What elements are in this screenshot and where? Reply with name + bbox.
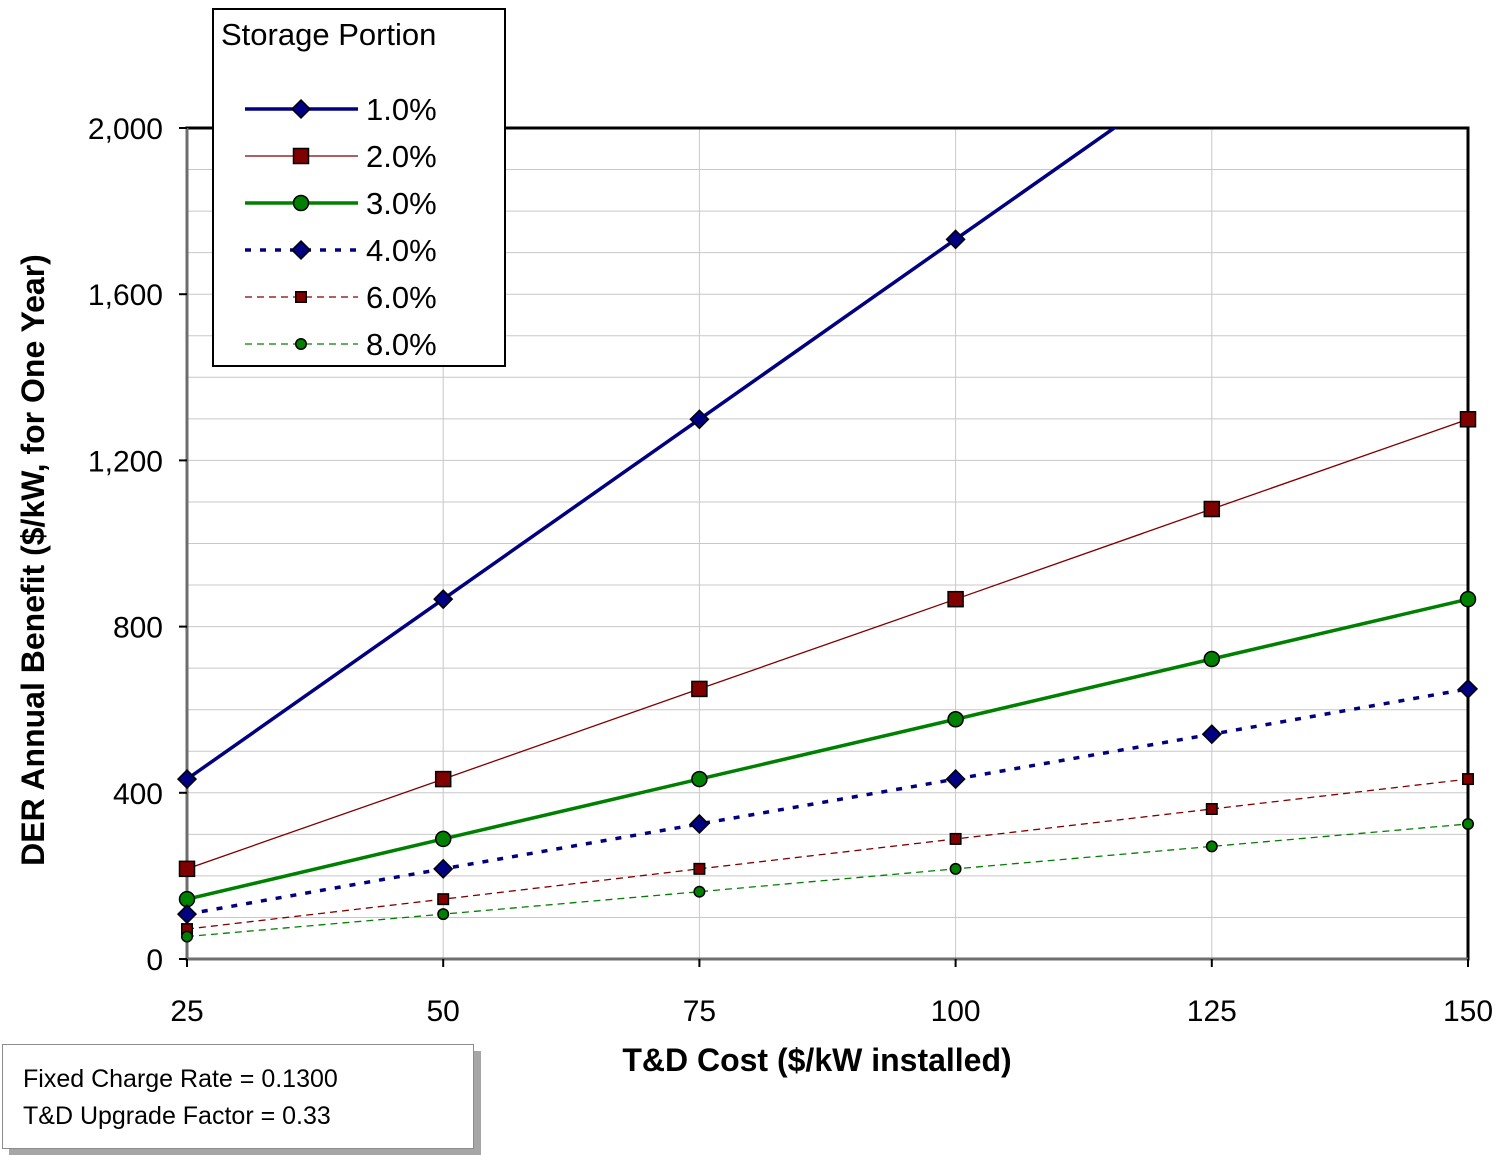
legend-marker (295, 291, 307, 303)
data-point (433, 589, 454, 610)
data-point (689, 409, 710, 430)
data-point (947, 590, 964, 608)
legend-entries: 1.0% 2.0% 3.0% 4.0% 6.0% 8.0% (245, 92, 437, 362)
x-tick-label: 50 (427, 995, 460, 1028)
data-point (1201, 724, 1222, 745)
data-point (693, 862, 706, 875)
data-point (949, 832, 962, 845)
data-point (434, 770, 452, 788)
plot-frame (185, 126, 1470, 961)
series-line (187, 778, 1468, 930)
gridlines (187, 128, 1468, 959)
x-tick-label: 150 (1443, 995, 1493, 1028)
data-point (1457, 678, 1479, 699)
legend-label: 6.0% (366, 280, 437, 315)
td-upgrade-factor-note: T&D Upgrade Factor = 0.33 (23, 1102, 331, 1130)
data-point (1462, 817, 1474, 830)
data-point (947, 711, 964, 728)
legend-label: 3.0% (366, 186, 437, 221)
data-point (1203, 650, 1221, 668)
data-point (1462, 773, 1474, 786)
y-tick-label: 1,600 (88, 279, 163, 312)
fixed-charge-rate-note: Fixed Charge Rate = 0.1300 (23, 1065, 338, 1093)
series-line (187, 418, 1468, 870)
data-point (1459, 411, 1477, 428)
parameters-note-box: Fixed Charge Rate = 0.1300 T&D Upgrade F… (2, 1044, 474, 1149)
data-point (945, 229, 966, 250)
legend: Storage Portion 1.0% 2.0% 3.0% 4.0% 6.0% 8.0% (212, 8, 506, 367)
series-line (187, 687, 1468, 916)
data-point (437, 908, 450, 921)
x-tick-label: 125 (1187, 995, 1237, 1028)
x-tick-label: 75 (683, 995, 716, 1028)
series-line (187, 823, 1468, 938)
y-tick-label: 0 (146, 944, 163, 977)
legend-marker (292, 194, 310, 212)
legend-marker (290, 98, 312, 120)
legend-marker (295, 338, 307, 350)
series-markers (176, 229, 1479, 943)
y-tick-label: 2,000 (88, 113, 163, 146)
legend-label: 1.0% (366, 92, 437, 127)
series-line (187, 128, 1118, 781)
legend-label: 2.0% (366, 139, 437, 174)
legend-label: 8.0% (366, 327, 437, 362)
x-tick-label: 100 (931, 995, 981, 1028)
legend-label: 4.0% (366, 233, 437, 268)
data-point (945, 769, 966, 790)
data-point (689, 813, 710, 835)
y-tick-label: 400 (113, 778, 163, 811)
data-point (1205, 803, 1218, 816)
legend-marker (292, 147, 310, 165)
series-line (187, 597, 1468, 901)
legend-title: Storage Portion (221, 17, 436, 52)
x-tick-label: 25 (170, 995, 203, 1028)
data-point (693, 885, 706, 898)
legend-box (212, 8, 506, 367)
y-axis-ticks: 0 400 800 1,200 1,600 2,000 (88, 113, 187, 977)
y-axis-title: DER Annual Benefit ($/kW, for One Year) (15, 254, 51, 866)
data-point (176, 904, 198, 925)
y-tick-label: 800 (113, 612, 163, 645)
data-point (691, 770, 708, 788)
data-point (949, 862, 962, 875)
data-point (181, 930, 193, 943)
data-point (691, 680, 708, 698)
y-tick-label: 1,200 (88, 445, 163, 478)
data-point (1459, 590, 1477, 608)
legend-marker (290, 239, 312, 261)
data-point (437, 893, 450, 906)
data-point (178, 860, 196, 878)
data-point (1203, 500, 1221, 518)
x-axis-title: T&D Cost ($/kW installed) (622, 1042, 1011, 1078)
data-point (434, 830, 452, 848)
data-point (1205, 840, 1218, 853)
data-point (433, 858, 454, 879)
data-point (176, 769, 198, 790)
x-axis-ticks: 25 50 75 100 125 150 (170, 959, 1493, 1028)
series-lines (187, 128, 1468, 938)
